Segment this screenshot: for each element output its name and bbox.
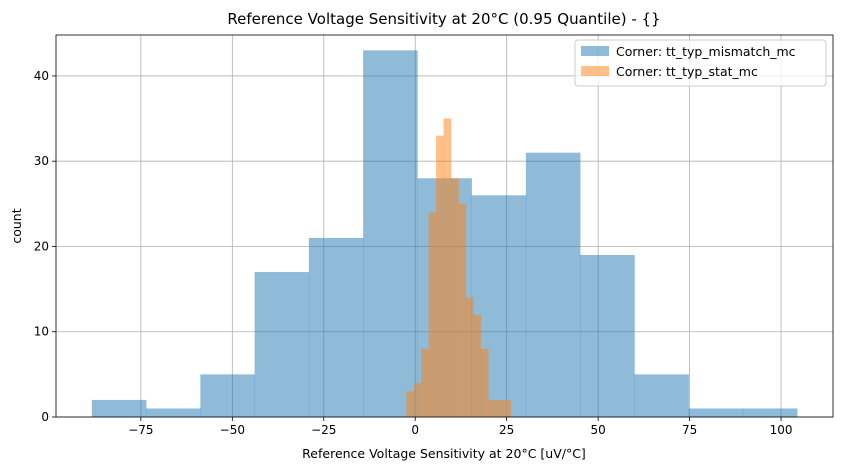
histogram-bar	[146, 408, 201, 417]
plot-frame	[55, 34, 834, 418]
histogram-bar	[91, 399, 147, 417]
histogram-bar	[473, 314, 482, 417]
x-tick-label: −25	[311, 423, 336, 437]
y-tick-label: 30	[34, 154, 49, 168]
y-tick-label: 40	[34, 69, 49, 83]
histogram-bar	[436, 135, 444, 417]
histogram-bar	[451, 178, 459, 417]
legend-label: Corner: tt_typ_stat_mc	[616, 64, 758, 79]
histogram-bar	[488, 399, 497, 417]
histogram-bar	[525, 152, 581, 417]
legend-swatch	[581, 66, 609, 76]
y-axis-label: count	[9, 208, 24, 243]
x-tick-label: −75	[128, 423, 153, 437]
histogram-bar	[254, 272, 310, 417]
histogram-bar	[465, 297, 474, 417]
histogram-bar	[363, 50, 418, 418]
histogram-bar	[406, 391, 414, 417]
legend-label: Corner: tt_typ_mismatch_mc	[616, 44, 796, 59]
chart-title: Reference Voltage Sensitivity at 20°C (0…	[227, 10, 660, 28]
legend-swatch	[581, 46, 609, 56]
histogram-bar	[421, 348, 429, 417]
histogram-bar	[742, 408, 798, 417]
y-tick-label: 20	[34, 239, 49, 253]
x-tick-label: 0	[411, 423, 419, 437]
histogram-bar	[308, 237, 364, 417]
histogram-bar	[428, 212, 437, 417]
histogram-bar	[503, 399, 512, 417]
y-tick-label: 0	[41, 410, 49, 424]
histogram-bar	[200, 374, 255, 417]
legend: Corner: tt_typ_mismatch_mc Corner: tt_typ…	[574, 39, 827, 87]
y-tick-label: 10	[34, 325, 49, 339]
histogram-bar	[413, 382, 422, 417]
histogram-bar	[634, 374, 689, 417]
x-tick-label: 75	[682, 423, 697, 437]
histogram-bar	[458, 203, 467, 417]
x-tick-label: 25	[499, 423, 514, 437]
histogram-bar	[443, 118, 452, 417]
x-tick-label: 100	[770, 423, 793, 437]
histogram-bar	[688, 408, 744, 417]
x-tick-label: 50	[591, 423, 606, 437]
histogram-bar	[480, 348, 489, 417]
legend-box	[574, 39, 827, 87]
x-tick-label: −50	[220, 423, 245, 437]
x-axis-label: Reference Voltage Sensitivity at 20°C [u…	[302, 446, 586, 461]
histogram-bar	[495, 399, 504, 417]
histogram-bar	[580, 254, 635, 417]
